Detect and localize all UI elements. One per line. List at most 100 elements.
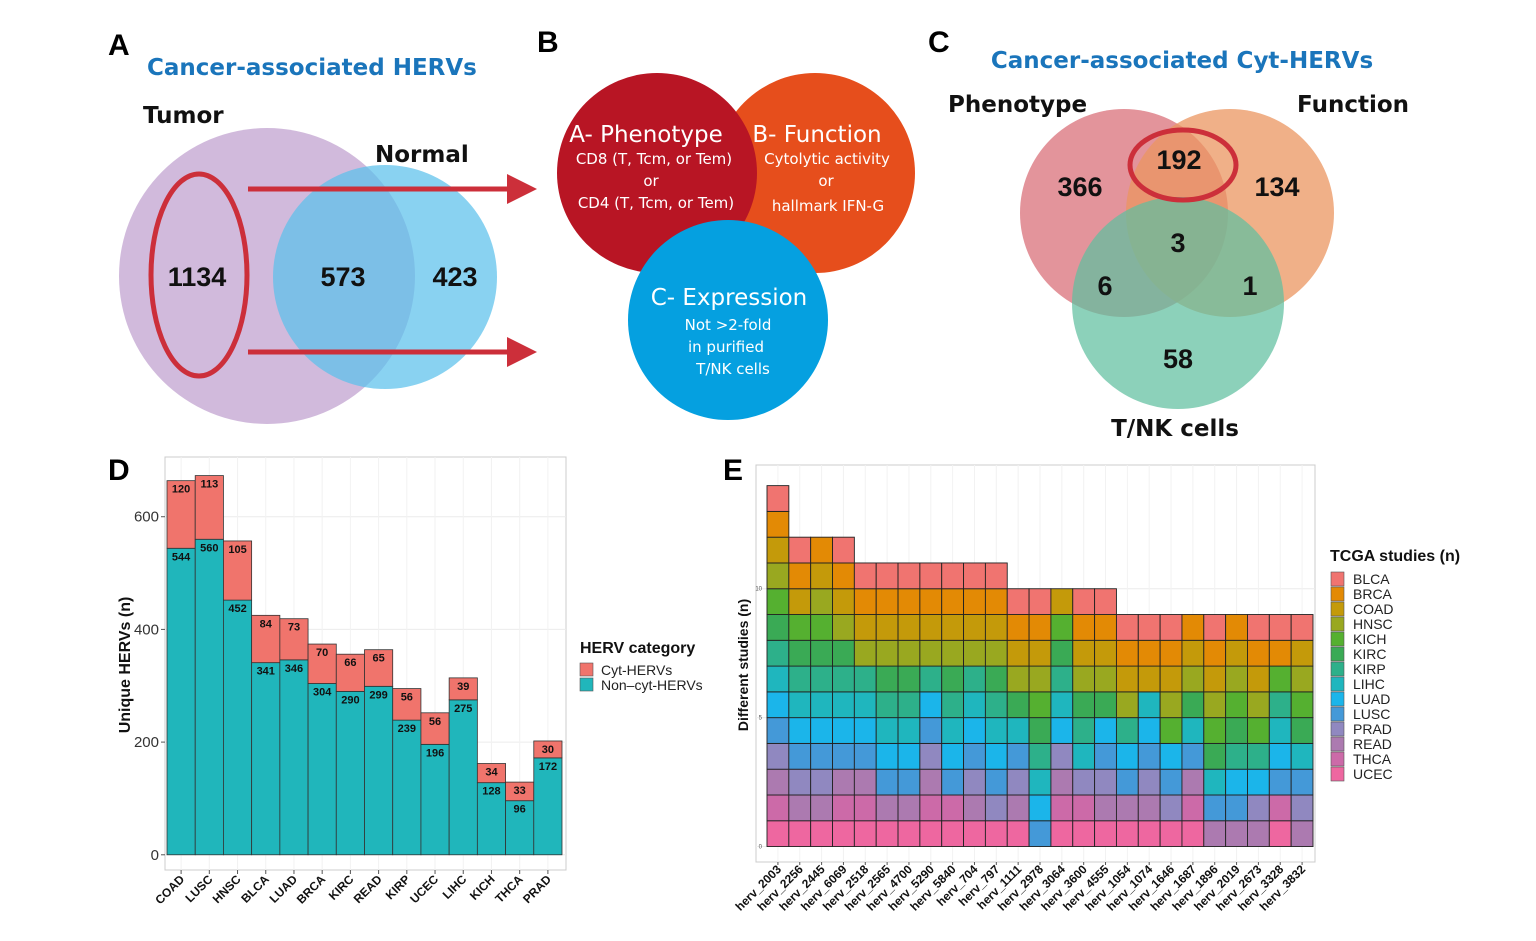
x-tick-label-d: COAD <box>152 872 187 907</box>
cell-herv_1646-BRCA <box>1159 639 1183 667</box>
tnk-set-circle <box>1072 197 1284 409</box>
cell-herv_1687-LUSC <box>1181 742 1205 770</box>
bar-cyt-READ <box>364 649 394 687</box>
cell-herv_2518-LUSC <box>853 742 877 770</box>
cell-herv_2565-LUAD <box>875 742 899 770</box>
cell-herv_2019-KIRC <box>1225 717 1248 744</box>
cell-herv_5290-COAD <box>919 614 943 641</box>
cell-herv_3832-KIRC <box>1290 717 1314 744</box>
cell-herv_4700-HNSC <box>897 639 921 667</box>
cell-herv_2565-READ <box>875 794 899 822</box>
expression-line-1: Not >2-fold <box>685 316 772 334</box>
cell-herv_1896-KIRC <box>1203 742 1227 770</box>
cell-herv_2019-LUSC <box>1225 794 1248 822</box>
bar-cyt-COAD <box>166 480 196 549</box>
cell-herv_5290-KIRP <box>919 665 943 693</box>
cell-herv_4700-COAD <box>897 614 921 641</box>
cell-herv_2445-KIRP <box>810 665 833 693</box>
cell-herv_5290-UCEC <box>919 820 943 847</box>
cell-herv_2445-PRAD <box>810 768 833 796</box>
cell-herv_2565-COAD <box>875 614 899 641</box>
cell-herv_4555-BLCA <box>1094 588 1117 615</box>
data-label-cyt: 66 <box>344 657 356 669</box>
cell-herv_2445-HNSC <box>810 588 833 615</box>
cell-herv_3832-HNSC <box>1290 665 1314 693</box>
cell-herv_1054-HNSC <box>1115 691 1139 719</box>
data-label-cyt: 65 <box>372 653 384 665</box>
cell-herv_2445-UCEC <box>810 820 833 847</box>
x-tick-label-d: LUAD <box>267 872 301 906</box>
cell-herv_2256-KIRP <box>788 665 812 693</box>
cell-herv_3600-THCA <box>1072 794 1096 822</box>
bar-non-cyt-BRCA <box>307 683 337 856</box>
x-tick-label-d: READ <box>351 872 385 906</box>
y-tick-label-e: 10 <box>755 587 762 593</box>
cell-herv_3832-PRAD <box>1290 794 1314 822</box>
cell-herv_1074-LUSC <box>1137 742 1161 770</box>
cell-herv_2518-READ <box>853 768 877 796</box>
cell-herv_1646-PRAD <box>1159 794 1183 822</box>
cell-herv_2978-KIRP <box>1028 742 1052 770</box>
cell-herv_1054-LUSC <box>1115 768 1139 796</box>
cell-herv_6069-KIRC <box>832 639 855 667</box>
cell-herv_2256-KICH <box>788 614 812 641</box>
data-label-non-cyt: 172 <box>539 761 557 773</box>
tnk-label: T/NK cells <box>1111 416 1239 442</box>
cell-herv_1111-BLCA <box>1006 588 1030 615</box>
highlight-ellipse <box>148 171 250 379</box>
cell-herv_5290-THCA <box>919 794 943 822</box>
function-circle <box>715 73 915 273</box>
cell-herv_1896-COAD <box>1203 665 1227 693</box>
y-axis-title-e: Different studies (n) <box>735 599 751 731</box>
cell-herv_3832-LUSC <box>1290 768 1314 796</box>
data-label-cyt: 113 <box>200 479 218 491</box>
data-label-non-cyt: 452 <box>228 603 246 615</box>
cell-herv_1896-LUSC <box>1203 794 1227 822</box>
cell-herv_1074-LIHC <box>1137 691 1161 719</box>
cell-herv_2565-KIRP <box>875 691 899 719</box>
x-tick-label-d: BLCA <box>238 872 272 906</box>
cell-herv_2256-LUAD <box>788 717 812 744</box>
cell-herv_704-BRCA <box>963 588 986 615</box>
cell-herv_1687-KIRC <box>1181 691 1205 719</box>
bar-non-cyt-KIRC <box>335 690 365 856</box>
legend-label-LIHC: LIHC <box>1353 676 1385 692</box>
phenotype-line-1: CD8 (T, Tcm, or Tem) <box>576 150 732 168</box>
panel-b: B A- Phenotype CD8 (T, Tcm, or Tem) or C… <box>537 26 915 420</box>
cell-herv_1111-READ <box>1006 794 1030 822</box>
cell-herv_2518-UCEC <box>853 820 877 847</box>
cell-herv_1111-BRCA <box>1006 614 1030 641</box>
cell-herv_4700-BLCA <box>897 562 921 590</box>
bar-cyt-PRAD <box>533 740 563 759</box>
cell-herv_1896-BLCA <box>1203 614 1227 641</box>
cell-herv_2003-LUAD <box>766 691 790 719</box>
cell-herv_2019-LUAD <box>1225 768 1248 796</box>
cell-herv_2565-HNSC <box>875 639 899 667</box>
cell-herv_3064-COAD <box>1050 588 1074 615</box>
cell-herv_3064-PRAD <box>1050 742 1074 770</box>
legend-label-PRAD: PRAD <box>1353 721 1392 737</box>
cell-herv_2978-BLCA <box>1028 588 1052 615</box>
legend-label-d: Cyt-HERVs <box>601 662 672 678</box>
cell-herv_3064-UCEC <box>1050 820 1074 847</box>
data-label-cyt: 56 <box>401 692 413 704</box>
cell-herv_1074-READ <box>1137 794 1161 822</box>
x-tick-label-d: KICH <box>467 872 498 903</box>
legend-label-UCEC: UCEC <box>1353 766 1393 782</box>
legend-swatch-COAD <box>1330 601 1345 617</box>
cell-herv_2673-HNSC <box>1247 691 1270 719</box>
data-label-cyt: 84 <box>260 618 273 630</box>
cell-herv_5290-PRAD <box>919 742 943 770</box>
data-label-non-cyt: 304 <box>313 687 332 699</box>
data-label-cyt: 33 <box>514 785 526 797</box>
data-label-cyt: 34 <box>485 767 498 779</box>
bar-cyt-KICH <box>476 763 506 784</box>
cell-herv_5840-KIRP <box>941 691 965 719</box>
bar-non-cyt-KIRP <box>392 719 422 856</box>
normal-circle <box>273 165 497 389</box>
cell-herv_3328-THCA <box>1268 794 1292 822</box>
cell-herv_2565-BRCA <box>875 588 899 615</box>
data-label-cyt: 70 <box>316 647 328 659</box>
expression-circle <box>628 220 828 420</box>
cell-herv_1687-LIHC <box>1181 717 1205 744</box>
